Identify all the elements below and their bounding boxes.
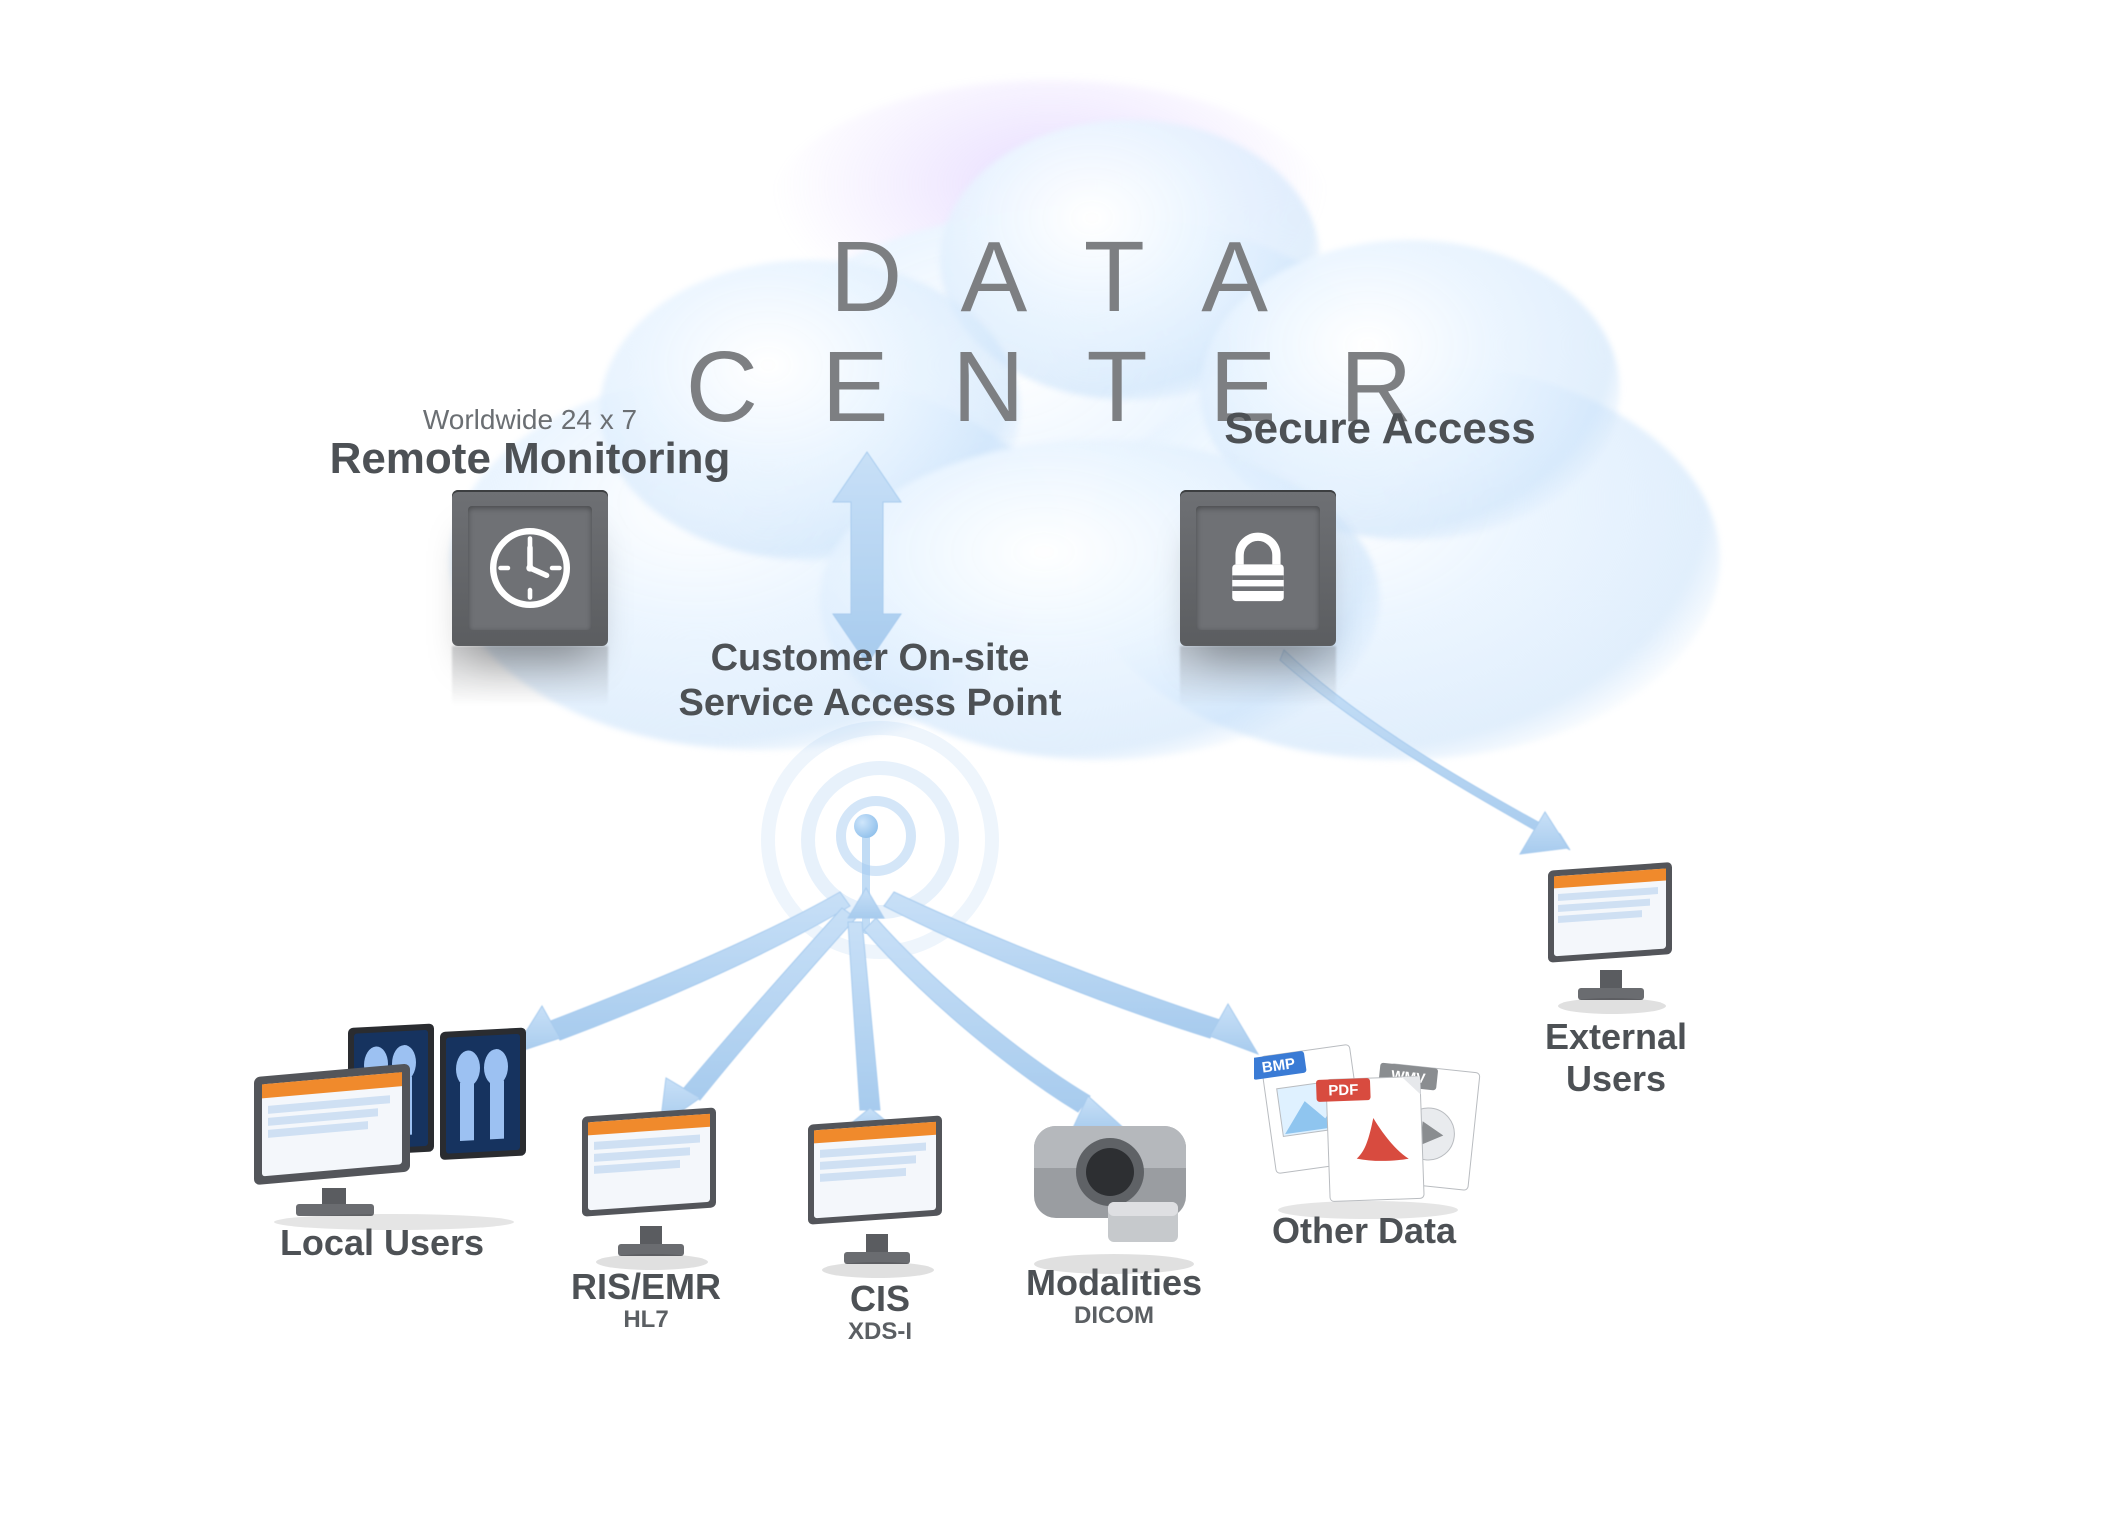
ris-emr-sub: HL7 — [546, 1306, 746, 1334]
monitor-icon — [790, 1108, 970, 1288]
other-data-node: BMP WMV PDF — [1254, 1034, 1484, 1224]
files-icon: BMP WMV PDF — [1254, 1034, 1484, 1224]
ris-emr-label: RIS/EMR HL7 — [546, 1266, 746, 1334]
local-users-label: Local Users — [262, 1222, 502, 1264]
monitor-icon — [1530, 854, 1700, 1024]
cis-sub: XDS-I — [790, 1318, 970, 1346]
ris-emr-node — [564, 1100, 744, 1280]
remote-monitoring-heading: Worldwide 24 x 7 Remote Monitoring — [250, 404, 810, 484]
local-users-node — [244, 1022, 554, 1232]
service-access-point-heading: Customer On-site Service Access Point — [600, 636, 1140, 726]
clock-icon — [484, 522, 576, 614]
cis-node — [790, 1108, 970, 1288]
remote-monitoring-subtitle: Worldwide 24 x 7 — [250, 404, 810, 436]
pdf-tag: PDF — [1328, 1081, 1359, 1099]
cis-label-text: CIS — [850, 1278, 910, 1319]
title-line-1: D A T A — [0, 222, 2116, 332]
workstation-icon — [244, 1022, 554, 1232]
wireless-hub-icon — [746, 706, 986, 946]
external-users-node — [1530, 854, 1700, 1024]
lock-icon — [1212, 522, 1304, 614]
cis-label: CIS XDS-I — [790, 1278, 970, 1346]
external-users-label: External Users — [1500, 1016, 1732, 1100]
modalities-sub: DICOM — [1004, 1302, 1224, 1330]
sap-line-1: Customer On-site — [600, 636, 1140, 681]
sap-line-2: Service Access Point — [600, 681, 1140, 726]
modalities-node — [1016, 1092, 1216, 1282]
other-data-label: Other Data — [1254, 1210, 1474, 1252]
ct-scanner-icon — [1016, 1092, 1216, 1282]
ris-emr-label-text: RIS/EMR — [571, 1266, 721, 1307]
modalities-label-text: Modalities — [1026, 1262, 1202, 1303]
secure-access-heading: Secure Access — [1170, 404, 1590, 454]
remote-monitoring-title: Remote Monitoring — [250, 434, 810, 484]
monitor-icon — [564, 1100, 744, 1280]
diagram-stage: D A T A C E N T E R Worldwide 24 x 7 Rem… — [0, 0, 2116, 1514]
modalities-label: Modalities DICOM — [1004, 1262, 1224, 1330]
